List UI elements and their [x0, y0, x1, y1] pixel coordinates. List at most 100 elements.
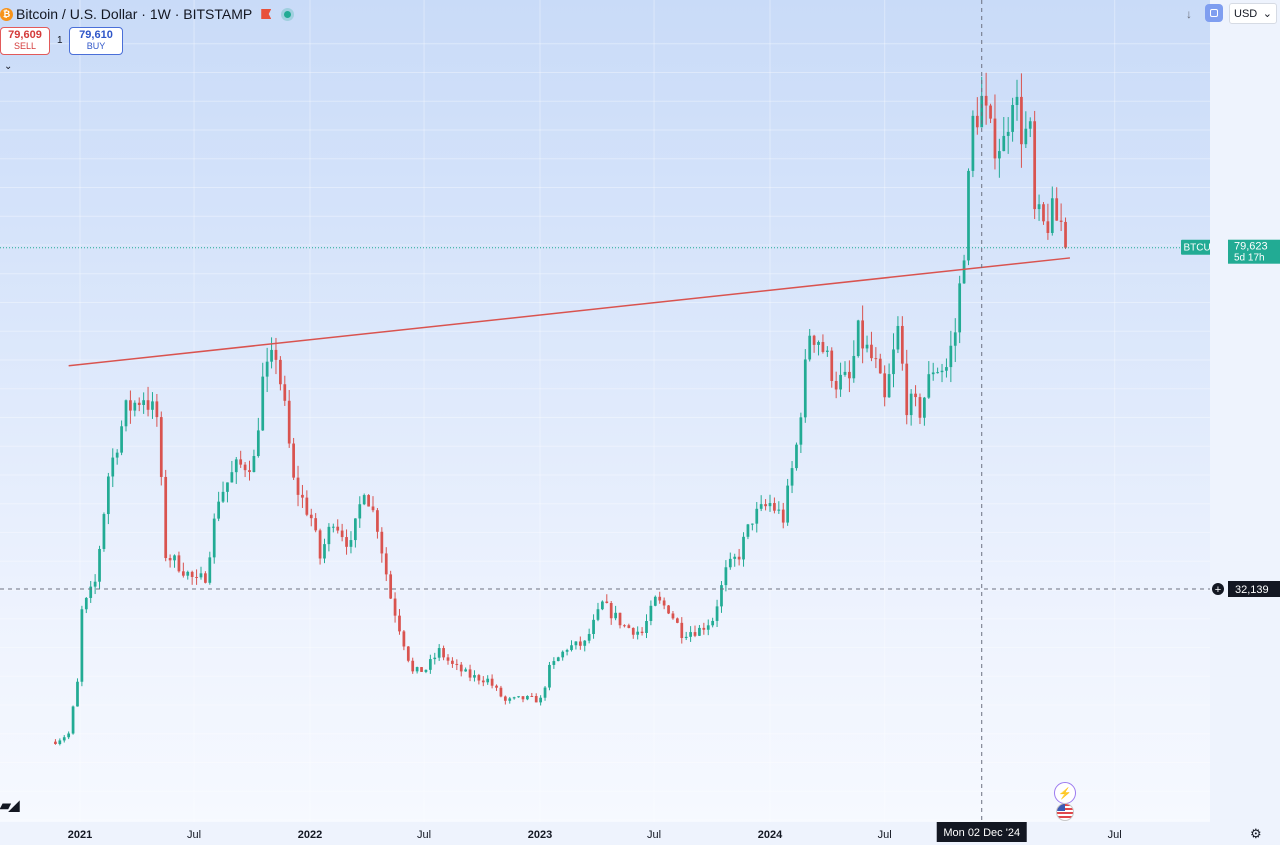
candles: [54, 72, 1067, 746]
candle-up: [517, 696, 520, 698]
candle-down: [190, 571, 194, 577]
gear-icon[interactable]: ⚙: [1250, 826, 1262, 841]
candle-up: [473, 675, 476, 678]
candle-down: [914, 393, 917, 398]
symbol-title[interactable]: Bitcoin / U.S. Dollar · 1W · BITSTAMP: [16, 6, 253, 22]
time-axis[interactable]: 2021 Jul 2022 Jul 2023 Jul 2024 Jul Jul Mon 02 De…: [0, 822, 1280, 845]
candle-up: [587, 634, 591, 641]
candle-down: [975, 115, 979, 128]
candle-down: [204, 573, 207, 583]
candlestick-chart[interactable]: BTCUSD: [0, 0, 1210, 822]
candle-down: [671, 613, 675, 619]
candle-down: [640, 631, 644, 634]
candle-up: [1050, 198, 1054, 233]
candle-down: [874, 358, 878, 360]
candle-down: [376, 510, 379, 532]
tradingview-logo[interactable]: ▰◢: [0, 797, 19, 813]
candle-up: [208, 557, 212, 583]
candle-up: [424, 669, 428, 672]
currency-value: USD: [1234, 7, 1258, 20]
candle-up: [354, 518, 357, 541]
candle-down: [627, 625, 631, 628]
x-tick-label: Jul: [1108, 829, 1122, 841]
candle-up: [940, 370, 944, 373]
us-flag-icon[interactable]: [1056, 803, 1074, 821]
candle-up: [856, 320, 860, 356]
candle-down: [989, 105, 992, 119]
candle-down: [296, 477, 300, 495]
candle-down: [1020, 96, 1023, 145]
candle-down: [283, 384, 287, 401]
candle-up: [817, 342, 820, 345]
candle-up: [71, 706, 75, 734]
x-tick-label: 2021: [68, 829, 92, 841]
candle-up: [226, 482, 229, 492]
candle-up: [574, 641, 578, 646]
buy-button[interactable]: 79,610 BUY: [69, 27, 123, 55]
candle-up: [711, 620, 715, 626]
sparkle-icon[interactable]: ⚡: [1054, 782, 1076, 804]
candle-up: [115, 452, 119, 458]
candle-up: [962, 260, 966, 284]
crosshair-date-tag: [936, 822, 1027, 842]
candle-up: [270, 349, 273, 362]
candle-up: [746, 524, 750, 537]
candle-up: [786, 485, 790, 523]
candle-down: [420, 667, 423, 672]
candle-down: [918, 397, 922, 418]
candle-up: [512, 697, 516, 699]
x-tick-label: Jul: [647, 829, 661, 841]
candle-down: [468, 669, 472, 678]
candle-up: [261, 376, 265, 431]
chart-plot-area[interactable]: BTCUSD: [0, 0, 1210, 822]
candle-up: [186, 571, 190, 576]
sell-price: 79,609: [8, 29, 42, 41]
candle-up: [601, 601, 604, 610]
candle-down: [393, 598, 397, 616]
arrow-down-icon[interactable]: ↓: [1186, 7, 1192, 21]
candle-down: [1059, 220, 1063, 222]
candle-down: [477, 675, 481, 681]
candle-down: [398, 615, 401, 632]
candle-up: [561, 651, 565, 658]
candle-down: [490, 678, 494, 686]
candle-down: [314, 518, 318, 531]
candle-up: [998, 151, 1001, 159]
candle-up: [887, 374, 891, 398]
sell-button[interactable]: 79,609 SELL: [0, 27, 50, 55]
candle-down: [155, 401, 159, 418]
candle-down: [446, 657, 450, 661]
candle-down: [495, 685, 498, 688]
flag-icon[interactable]: [261, 9, 272, 19]
currency-select[interactable]: USD ⌄: [1229, 3, 1277, 24]
candle-up: [358, 504, 362, 519]
chevron-down-icon: ⌄: [1262, 8, 1272, 20]
candle-up: [927, 374, 931, 398]
candle-down: [137, 402, 141, 405]
candle-down: [1064, 221, 1067, 248]
candle-up: [552, 661, 556, 665]
candle-up: [265, 361, 269, 377]
price-axis[interactable]: 04,0008,00012,00016,00020,00024,00028,00…: [1210, 0, 1280, 822]
candle-up: [349, 540, 353, 547]
symbol-header: ₿ Bitcoin / U.S. Dollar · 1W · BITSTAMP: [0, 4, 292, 24]
candle-up: [331, 526, 335, 528]
candle-down: [402, 631, 406, 647]
candle-up: [256, 430, 260, 457]
candle-down: [168, 558, 172, 561]
candle-down: [870, 344, 873, 359]
fullscreen-icon[interactable]: [1205, 4, 1223, 22]
candle-up: [777, 509, 781, 511]
candle-down: [848, 371, 851, 379]
candle-up: [790, 468, 794, 486]
candle-up: [111, 457, 115, 477]
candle-down: [764, 504, 767, 507]
candle-up: [212, 518, 216, 558]
candle-up: [1011, 105, 1014, 132]
candle-up: [949, 345, 953, 368]
collapse-chevron-icon[interactable]: ⌄: [4, 61, 13, 72]
candle-down: [54, 741, 57, 745]
candle-down: [442, 648, 445, 658]
candle-down: [380, 531, 384, 554]
candle-up: [234, 459, 238, 473]
